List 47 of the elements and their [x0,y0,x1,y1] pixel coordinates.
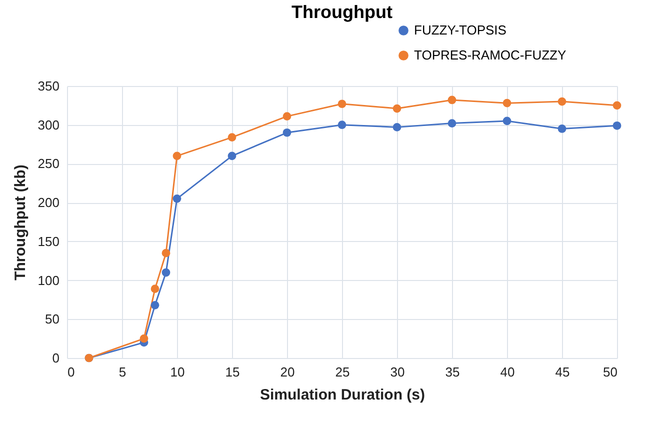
point [150,284,160,294]
point [448,119,456,128]
y-tick-label: 200 [38,195,60,210]
point [282,112,292,120]
y-tick-label: 350 [38,78,60,94]
point [162,268,170,277]
point [228,152,236,160]
y-axis-title: Throughput (kb) [12,164,29,280]
y-tick-label: 0 [52,350,60,366]
x-tick-label: 0 [68,364,75,380]
point [162,248,170,258]
point [338,120,346,130]
y-tick-label: 150 [38,234,60,249]
chart-title: Throughput [292,2,392,22]
point [172,152,182,160]
point [338,100,346,108]
x-tick-label: 15 [225,364,240,380]
point [558,124,566,133]
point [228,133,236,142]
y-tick-label: 50 [45,312,60,327]
legend-label: FUZZY-TOPSIS [414,22,507,38]
point [502,98,512,108]
point [150,300,160,310]
x-tick-label: 10 [170,364,185,380]
y-tick-label: 300 [38,117,60,132]
point [612,121,622,130]
x-tick-label: 20 [280,364,295,380]
point [448,96,456,104]
x-tick-label: 30 [390,364,405,380]
point [172,194,182,203]
point [612,101,622,110]
y-tick-label: 100 [38,272,60,288]
point [392,104,402,113]
y-tick-label: 250 [38,156,60,172]
legend-label: TOPRES-RAMOC-FUZZY [414,48,566,62]
point [282,128,292,137]
x-tick-label: 25 [335,364,350,380]
x-tick-label: 40 [500,364,515,380]
x-tick-label: 5 [118,364,126,380]
point [558,97,566,106]
x-tick-label: 45 [555,364,570,380]
x-axis-title: Simulation Duration (s) [260,386,426,404]
point [502,116,512,126]
x-tick-label: 50 [603,364,618,380]
point [140,334,148,343]
x-tick-label: 35 [445,364,460,380]
point [392,123,402,132]
